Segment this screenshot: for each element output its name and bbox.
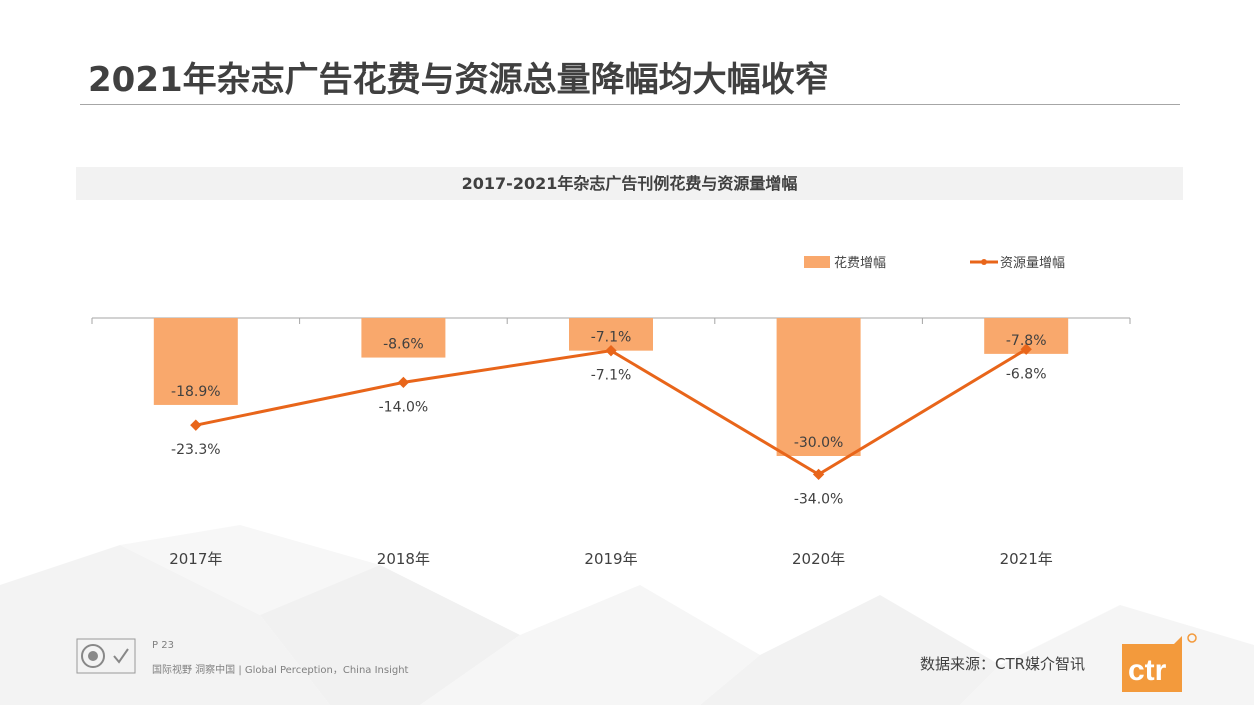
category-label-5: 2021年 [1000,550,1053,568]
line-label-1: -23.3% [171,442,221,458]
category-label-3: 2019年 [584,550,637,568]
line-label-3: -7.1% [591,368,632,384]
certification-logo [76,638,136,674]
line-label-2: -14.0% [379,399,429,415]
page-number: P 23 [152,640,174,651]
bar-label-2: -8.6% [383,337,424,353]
bar-4 [776,318,861,456]
cert-seal-icon [81,644,105,668]
line-point-2 [397,376,410,389]
bar-2 [361,318,446,358]
data-source: 数据来源：CTR媒介智讯 [920,655,1086,673]
legend-bar-label: 花费增幅 [834,255,886,271]
ctr-logo: ctr [1122,633,1197,692]
page-title: 2021年杂志广告花费与资源总量降幅均大幅收窄 [88,60,829,100]
cert-check-icon [113,648,129,664]
line-point-5 [1020,343,1032,355]
legend-bar-swatch [804,256,830,268]
legend-line-label: 资源量增幅 [1000,256,1065,271]
line-point-1 [190,419,202,431]
line-point-4 [812,468,825,481]
legend: 花费增幅 资源量增幅 [804,255,1065,271]
category-labels: 2017年 2018年 2019年 2020年 2021年 [169,550,1053,568]
line-label-4: -34.0% [794,491,844,507]
bar-series [153,318,1069,456]
category-label-4: 2020年 [792,550,845,568]
bar-1 [153,318,238,405]
line-series [190,343,1032,481]
line-point-3 [605,345,617,357]
category-label-2: 2018年 [377,550,430,568]
chart-title: 2017-2021年杂志广告刊例花费与资源量增幅 [76,167,1183,200]
bar-label-4: -30.0% [794,435,844,451]
title-divider [80,104,1180,105]
data-labels: -18.9% -8.6% -7.1% -30.0% -7.8% -23.3% -14.0% -… [171,330,1046,508]
legend-line-marker [981,259,987,265]
slogan: 国际视野 洞察中国 | Global Perception，China Insi… [152,665,409,676]
svg-text:ctr: ctr [1128,654,1167,687]
bar-label-5: -7.8% [1006,333,1047,349]
category-label-1: 2017年 [169,550,222,568]
bar-label-3: -7.1% [591,330,632,346]
line-label-5: -6.8% [1006,366,1047,382]
bar-label-1: -18.9% [171,384,221,400]
